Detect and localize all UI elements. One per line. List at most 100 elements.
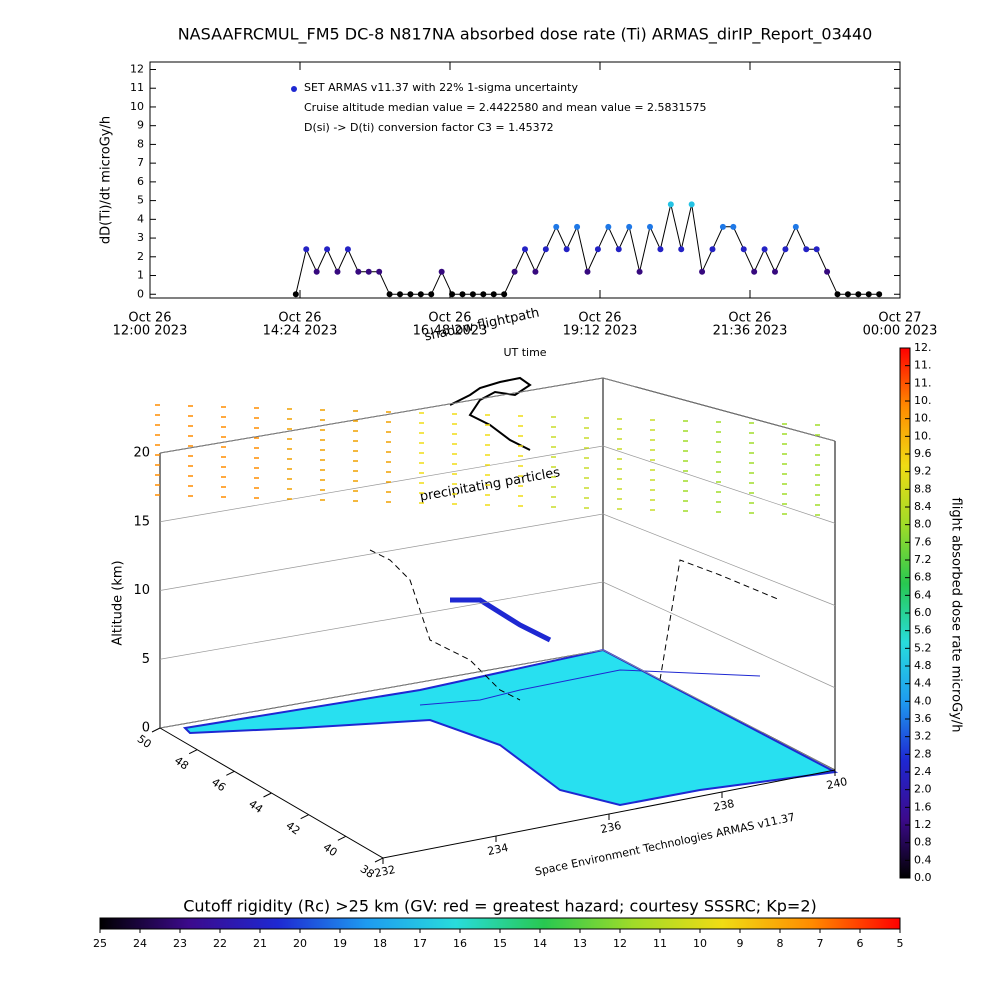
colorbar-tick-label: 8.0 xyxy=(914,518,932,531)
lat-tick xyxy=(374,857,384,863)
z-tick-label: 15 xyxy=(133,514,150,529)
data-point xyxy=(678,246,685,253)
colorbar-tick-label: 1.6 xyxy=(914,800,932,813)
data-point xyxy=(324,246,331,253)
colorbar-bottom-tick-label: 5 xyxy=(897,937,904,950)
data-point xyxy=(647,223,653,230)
data-point xyxy=(407,291,414,298)
y-tick-label: 7 xyxy=(137,156,144,169)
data-point xyxy=(584,268,591,275)
y-tick-label: 8 xyxy=(137,137,144,150)
data-point xyxy=(740,246,747,253)
data-point xyxy=(542,246,549,253)
grid-line xyxy=(159,445,836,524)
colorbar-bottom-tick-label: 23 xyxy=(173,937,187,950)
data-point xyxy=(469,291,476,298)
lon-tick-label: 236 xyxy=(599,819,622,836)
colorbar-tick-label: 6.4 xyxy=(914,588,932,601)
colorbar-tick-label: 10. xyxy=(914,412,932,425)
annotation: D(si) -> D(ti) conversion factor C3 = 1.… xyxy=(304,121,554,134)
data-point xyxy=(303,246,310,253)
colorbar-tick-label: 10. xyxy=(914,429,932,442)
grid-line xyxy=(159,649,836,771)
data-point xyxy=(428,291,435,298)
colorbar-tick-label: 3.6 xyxy=(914,712,932,725)
annotation: Cruise altitude median value = 2.4422580… xyxy=(304,101,707,114)
colorbar-label: flight absorbed dose rate microGy/h xyxy=(949,498,964,733)
data-point xyxy=(855,291,862,298)
legend-label: SET ARMAS v11.37 with 22% 1-sigma uncert… xyxy=(304,81,578,94)
colorbar-bottom-tick-label: 14 xyxy=(533,937,547,950)
data-point xyxy=(824,268,831,275)
x-tick-label: Oct 26 xyxy=(128,311,171,326)
colorbar-tick-label: 8.8 xyxy=(914,482,932,495)
z-tick-label: 10 xyxy=(133,583,150,598)
y-tick-label: 4 xyxy=(137,212,144,225)
lon-tick-label: 238 xyxy=(712,797,735,814)
y-tick-label: 12 xyxy=(130,62,144,75)
lon-tick-label: 232 xyxy=(373,863,396,880)
colorbar-bottom-tick-label: 21 xyxy=(253,937,267,950)
flight-path-shadow xyxy=(659,559,781,681)
x-tick-label: Oct 26 xyxy=(278,311,321,326)
colorbar-tick-label: 4.8 xyxy=(914,659,932,672)
colorbar-bottom xyxy=(99,917,901,930)
y-tick-label: 9 xyxy=(137,119,144,132)
data-point xyxy=(553,223,560,230)
colorbar-bottom-tick-label: 12 xyxy=(613,937,627,950)
colorbar-tick-label: 6.8 xyxy=(914,571,932,584)
data-point xyxy=(522,246,528,253)
data-point xyxy=(636,268,643,275)
map-contour xyxy=(419,669,761,706)
lat-tick xyxy=(300,814,309,820)
data-point xyxy=(719,223,726,230)
y-tick-label: 11 xyxy=(130,81,144,94)
data-point xyxy=(688,201,695,208)
colorbar-bottom-tick-label: 8 xyxy=(777,937,784,950)
lon-tick-label: 234 xyxy=(486,841,509,858)
colorbar-tick-label: 6.0 xyxy=(914,606,932,619)
lat-tick xyxy=(151,727,161,733)
data-point xyxy=(730,223,737,230)
x-axis-label: UT time xyxy=(503,346,546,359)
lat-tick xyxy=(188,749,198,755)
grid-line xyxy=(159,513,836,606)
data-point xyxy=(626,223,633,230)
colorbar-bottom-tick-label: 6 xyxy=(857,937,864,950)
x-tick-label: 00:00 2023 xyxy=(863,324,938,339)
x-tick-label: Oct 27 xyxy=(878,311,921,326)
y-tick-label: 3 xyxy=(137,231,144,244)
colorbar-tick-label: 2.0 xyxy=(914,783,932,796)
data-point xyxy=(605,223,612,230)
y-tick-label: 1 xyxy=(137,269,144,282)
data-point xyxy=(876,291,883,298)
flight-path-dose xyxy=(450,597,552,643)
data-point xyxy=(449,291,456,298)
colorbar-tick-label: 0.4 xyxy=(914,853,932,866)
x-tick-label: Oct 26 xyxy=(578,311,621,326)
y-tick-label: 5 xyxy=(137,194,144,207)
colorbar-bottom-tick-label: 11 xyxy=(653,937,667,950)
colorbar-tick-label: 7.2 xyxy=(914,553,932,566)
colorbar-tick-label: 0.8 xyxy=(914,836,932,849)
data-point xyxy=(355,268,362,275)
data-point xyxy=(334,268,341,275)
data-point xyxy=(365,268,372,275)
flight-path-shadow xyxy=(369,549,521,701)
colorbar-bottom-tick-label: 10 xyxy=(693,937,707,950)
colorbar-bottom-tick-label: 22 xyxy=(213,937,227,950)
colorbar-tick-label: 1.2 xyxy=(914,818,932,831)
colorbar-tick-label: 4.4 xyxy=(914,677,932,690)
grid-line xyxy=(159,377,836,454)
data-point xyxy=(344,246,351,253)
colorbar-tick-label: 4.0 xyxy=(914,694,932,707)
z-tick-label: 0 xyxy=(142,721,150,736)
data-point xyxy=(397,291,403,298)
colorbar-tick-label: 5.2 xyxy=(914,641,932,654)
box-floor-edge xyxy=(159,727,836,859)
data-point xyxy=(865,291,872,298)
x-tick-label: 14:24 2023 xyxy=(263,324,338,339)
lat-tick xyxy=(263,792,272,798)
data-point xyxy=(313,268,320,275)
